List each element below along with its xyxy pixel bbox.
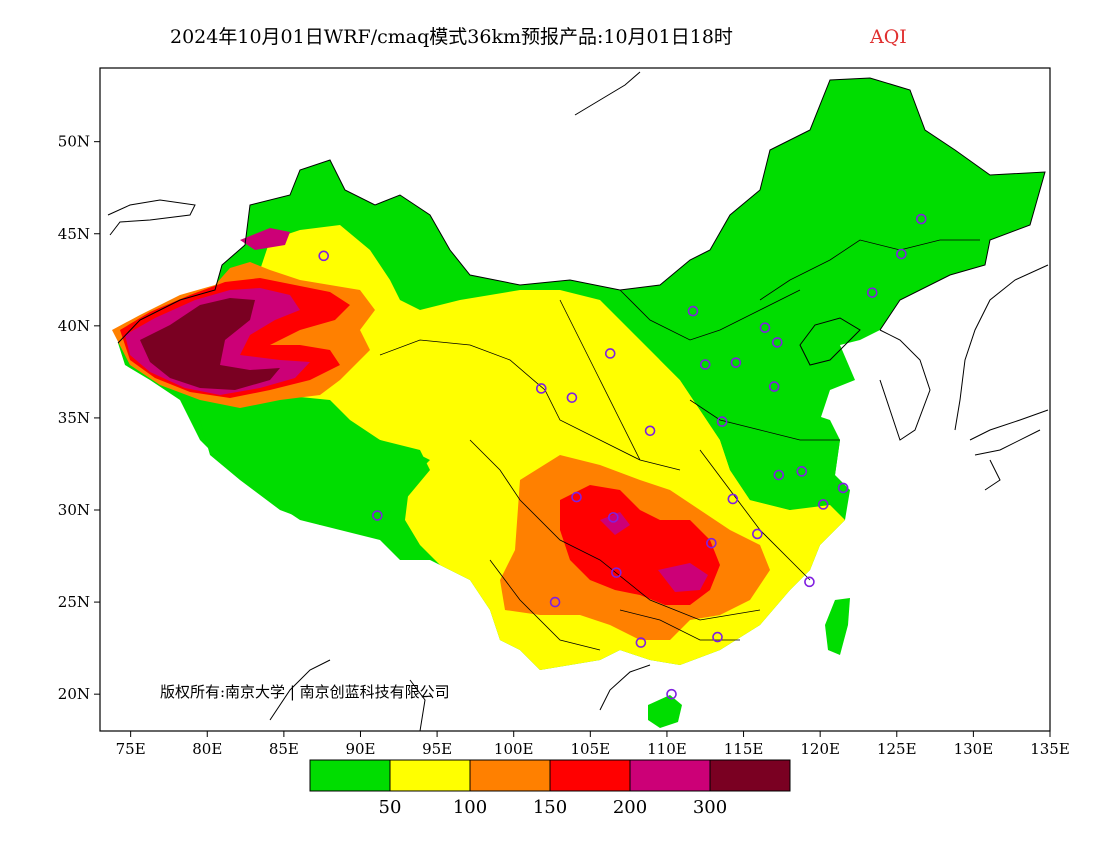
y-tick-label: 30N	[58, 501, 90, 519]
station-marker	[896, 248, 907, 260]
station-marker	[804, 576, 815, 588]
station-marker	[773, 469, 785, 481]
station-marker	[837, 482, 849, 494]
china-border	[117, 77, 1046, 344]
station-marker	[866, 287, 878, 298]
station-marker	[727, 493, 739, 505]
station-marker	[604, 348, 616, 359]
tibet-green-region	[200, 410, 430, 525]
x-tick-label: 125E	[877, 740, 917, 758]
station-marker	[687, 305, 699, 317]
aqi-very-unhealthy-chongqing	[600, 512, 630, 535]
map-title: 2024年10月01日WRF/cmaq模式36km预报产品:10月01日18时	[170, 26, 733, 48]
legend-swatch	[309, 759, 391, 792]
aqi-very-unhealthy-north-xj	[240, 228, 290, 250]
station-marker	[706, 537, 717, 549]
station-marker	[759, 322, 771, 333]
x-tick-label: 80E	[192, 740, 222, 758]
aqi-very-unhealthy-hunan	[658, 563, 708, 592]
taiwan-island	[825, 598, 850, 655]
y-tick-label: 35N	[58, 409, 90, 427]
legend-label: 200	[613, 797, 647, 818]
station-marker	[644, 425, 656, 437]
legend-label: 50	[379, 797, 402, 818]
station-marker	[712, 631, 723, 643]
x-tick-label: 135E	[1030, 740, 1070, 758]
station-marker	[566, 392, 578, 403]
station-marker	[611, 567, 622, 578]
x-tick-label: 100E	[494, 740, 534, 758]
y-tick-label: 45N	[58, 225, 90, 243]
x-tick-label: 95E	[422, 740, 452, 758]
japan-coastline	[954, 264, 1049, 491]
station-marker	[699, 359, 711, 370]
legend-swatch	[709, 759, 791, 792]
legend-label: 300	[693, 797, 727, 818]
korea-coastline	[879, 329, 931, 441]
x-tick-label: 115E	[724, 740, 764, 758]
latitude-axis: 20N 25N 30N 35N 40N 45N 50N	[58, 133, 100, 703]
y-tick-label: 20N	[58, 685, 90, 703]
copyright-text: 版权所有:南京大学 | 南京创蓝科技有限公司	[160, 683, 450, 701]
station-marker	[318, 250, 330, 262]
longitude-axis: 75E 80E 85E 90E 95E 100E 105E 110E 115E 120E 125E 1…	[116, 731, 1070, 758]
station-marker	[571, 491, 582, 503]
station-marker	[768, 381, 780, 392]
x-tick-label: 105E	[571, 740, 611, 758]
legend-swatch	[549, 759, 631, 792]
aqi-color-legend: 50 100 150 200 300	[309, 759, 791, 818]
station-marker	[771, 337, 783, 348]
station-marker	[752, 528, 763, 540]
y-tick-label: 40N	[58, 317, 90, 335]
bohai-coastline	[799, 317, 861, 366]
y-tick-label: 50N	[58, 133, 90, 151]
station-marker	[666, 688, 677, 700]
station-marker	[817, 499, 829, 510]
legend-label: 150	[533, 797, 567, 818]
x-tick-label: 85E	[269, 740, 299, 758]
x-tick-label: 110E	[647, 740, 687, 758]
legend-swatch	[629, 759, 711, 792]
x-tick-label: 120E	[800, 740, 840, 758]
station-marker	[796, 466, 808, 477]
x-tick-label: 75E	[116, 740, 146, 758]
aqi-hazardous-taklamakan	[140, 298, 280, 390]
map-frame	[99, 67, 1051, 732]
station-markers	[318, 213, 927, 700]
legend-swatch	[389, 759, 471, 792]
station-marker	[730, 357, 742, 368]
north-plain-green	[620, 190, 840, 510]
southeast-asia-coastline	[269, 659, 651, 731]
station-marker	[608, 512, 619, 523]
station-marker	[372, 510, 383, 521]
caspian-coastline	[107, 199, 196, 236]
station-marker	[635, 637, 647, 648]
station-marker	[716, 416, 728, 427]
x-tick-label: 90E	[345, 740, 375, 758]
station-marker	[549, 596, 561, 608]
x-tick-label: 130E	[954, 740, 994, 758]
station-marker	[915, 213, 927, 225]
legend-label: 100	[453, 797, 487, 818]
sakhalin-coastline	[574, 71, 641, 116]
y-tick-label: 25N	[58, 593, 90, 611]
map-plot-area	[100, 68, 1050, 731]
map-variable-label: AQI	[869, 26, 907, 48]
hainan-island	[648, 695, 682, 728]
station-marker	[535, 383, 547, 394]
legend-swatch	[469, 759, 551, 792]
